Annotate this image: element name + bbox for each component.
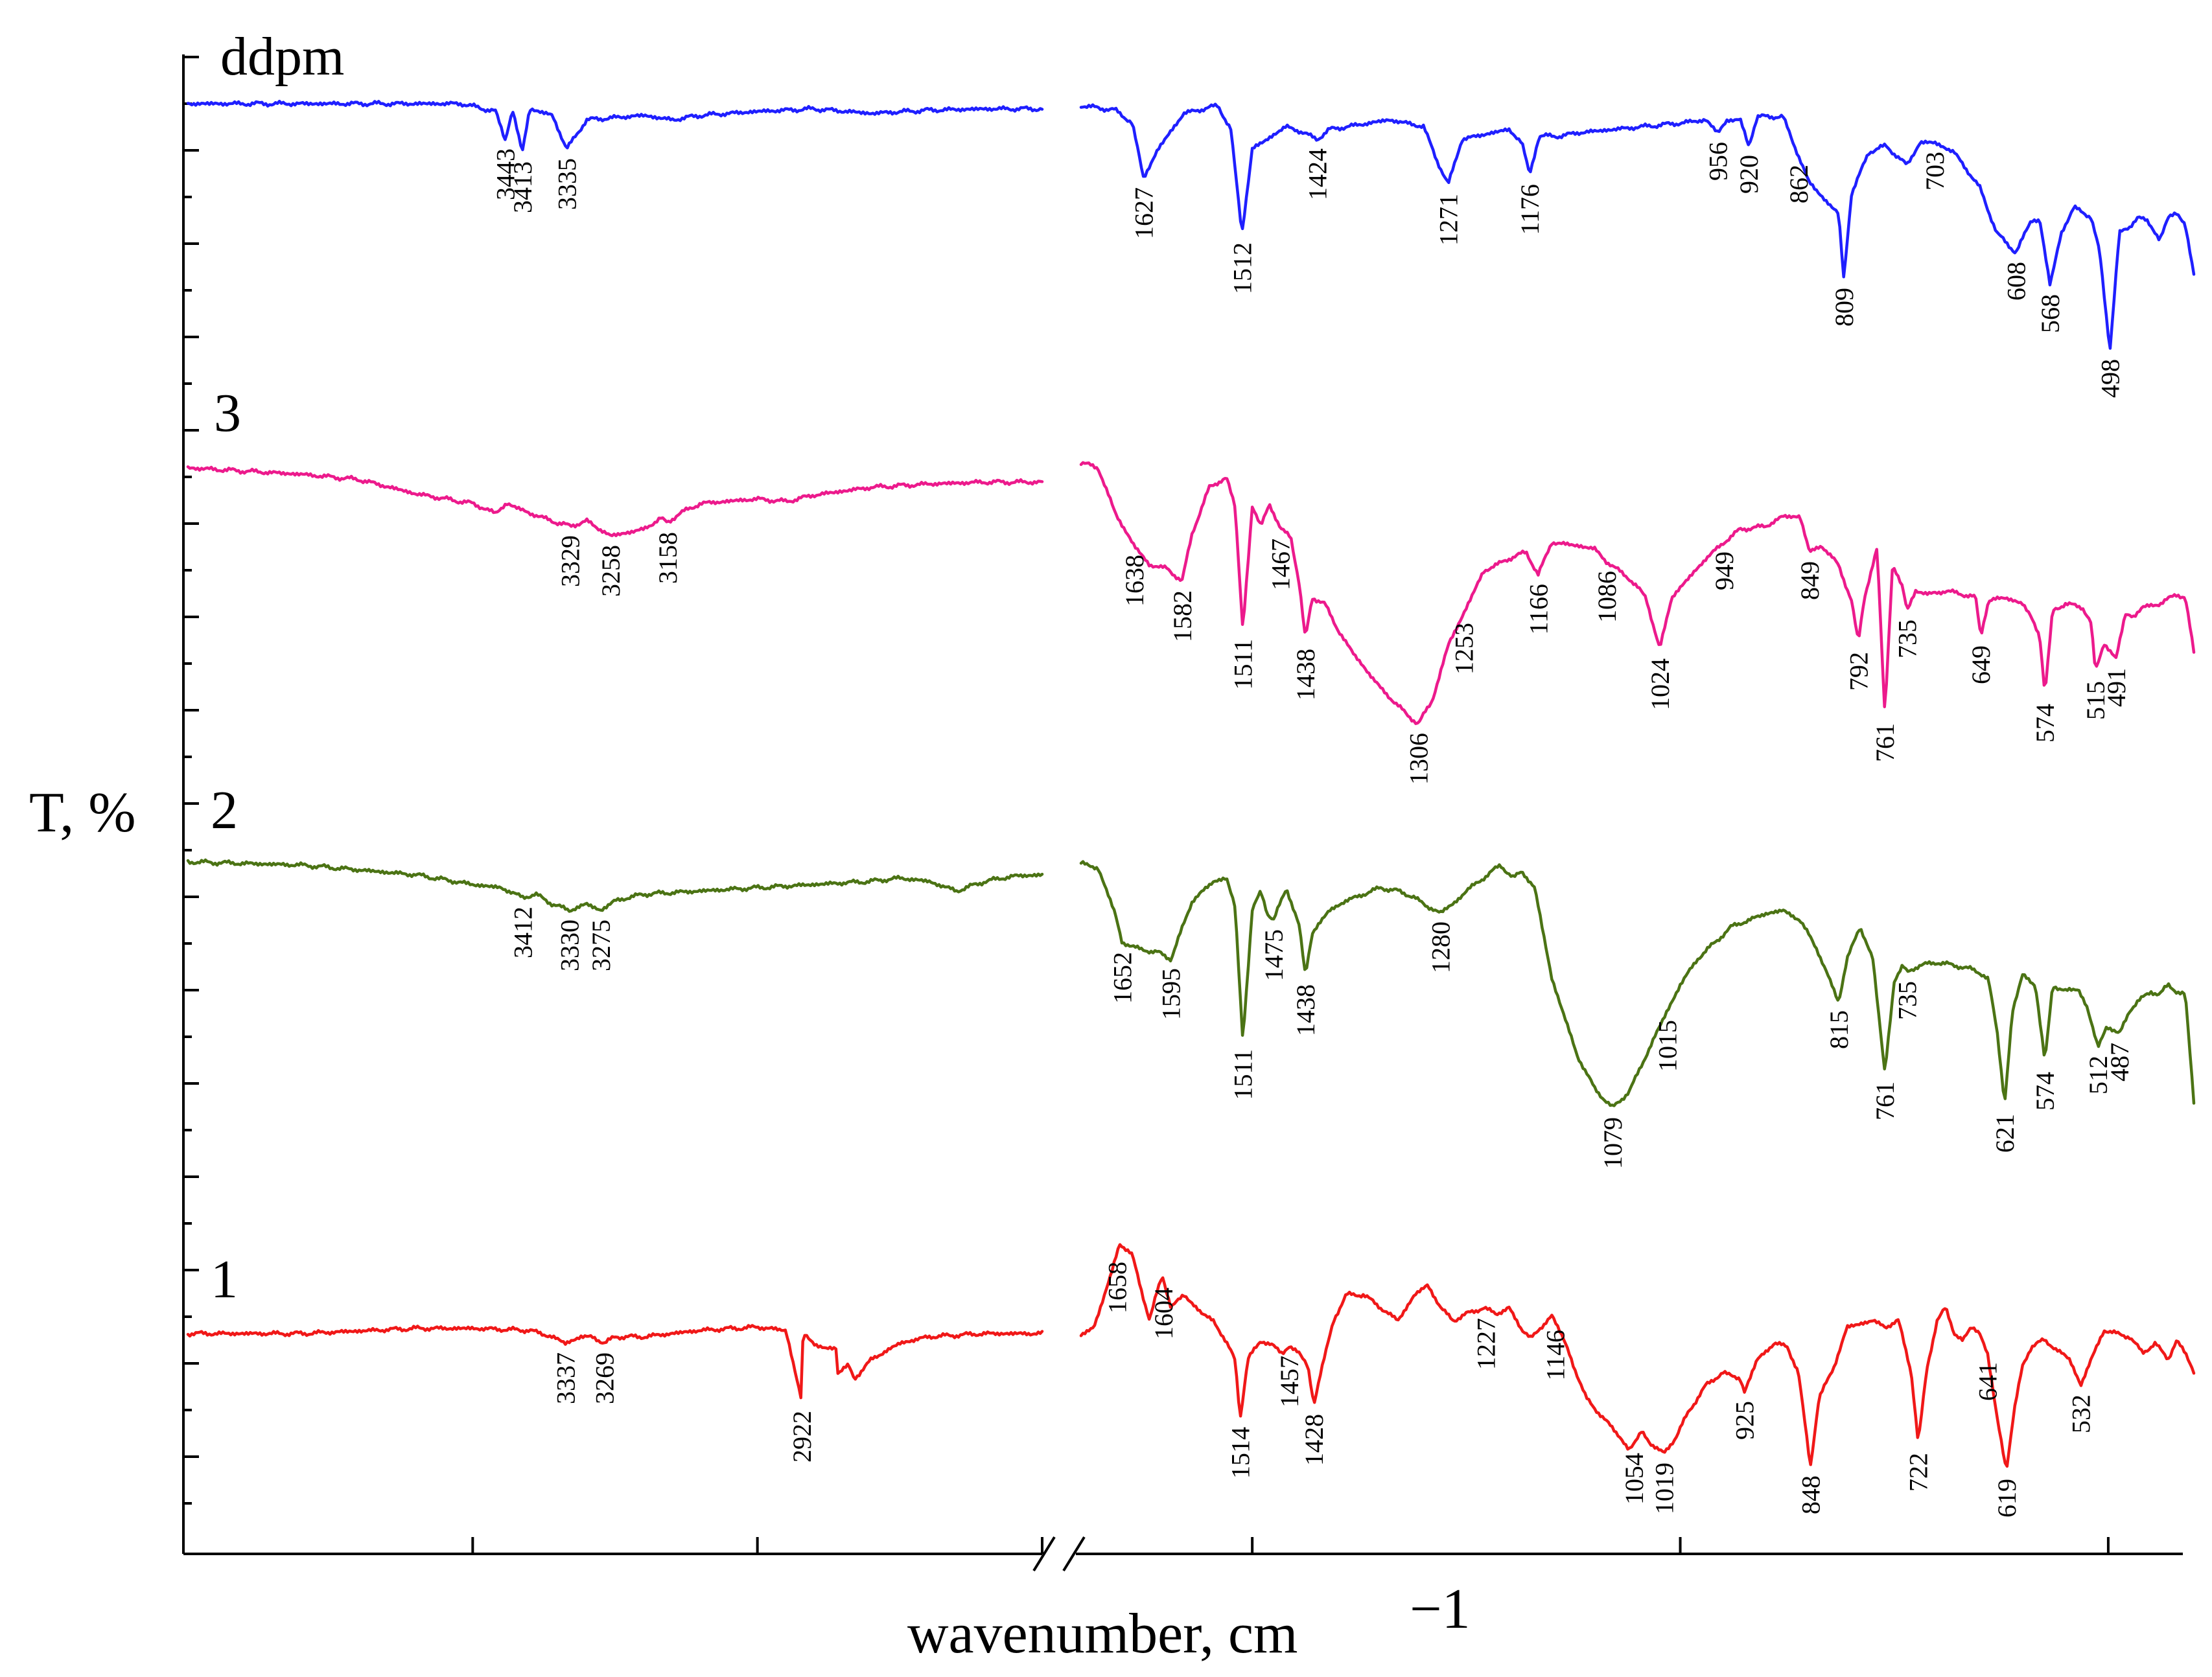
peak-label-ddpm-3443: 3443 — [491, 148, 520, 200]
peak-label-3-1024: 1024 — [1646, 658, 1675, 710]
peak-label-ddpm-608: 608 — [2001, 262, 2031, 301]
peak-label-1-619: 619 — [1992, 1479, 2021, 1518]
peak-label-1-1054: 1054 — [1620, 1453, 1649, 1505]
peak-label-2-1438: 1438 — [1291, 984, 1320, 1036]
peak-label-2-1280: 1280 — [1426, 921, 1456, 973]
peak-label-3-3258: 3258 — [596, 545, 625, 597]
peak-label-2-3330: 3330 — [555, 919, 585, 971]
peak-label-ddpm-703: 703 — [1920, 152, 1950, 191]
y-axis-label: T, % — [29, 781, 136, 844]
peak-label-1-2922: 2922 — [787, 1411, 817, 1463]
peak-label-ddpm-568: 568 — [2036, 294, 2065, 333]
peak-label-3-649: 649 — [1966, 645, 1996, 684]
peak-label-2-574: 574 — [2031, 1072, 2060, 1111]
peak-label-3-735: 735 — [1893, 619, 1922, 658]
peak-label-3-1511: 1511 — [1229, 639, 1258, 690]
peak-label-2-1015: 1015 — [1653, 1020, 1682, 1072]
x-axis-label: wavenumber, cm — [907, 1602, 1298, 1665]
series-labels: ddpm 3 2 1 — [211, 27, 344, 1310]
peak-label-2-3275: 3275 — [587, 919, 616, 971]
peak-label-2-1595: 1595 — [1157, 968, 1186, 1020]
x-axis-break-marker — [1032, 1536, 1086, 1572]
peak-label-ddpm-498: 498 — [2096, 359, 2125, 398]
peak-label-3-1166: 1166 — [1524, 584, 1553, 635]
peak-label-3-1467: 1467 — [1266, 538, 1296, 590]
peak-label-2-3412: 3412 — [509, 907, 538, 958]
peak-label-3-949: 949 — [1710, 551, 1739, 590]
spectra-traces — [186, 99, 2196, 1468]
peak-label-3-1638: 1638 — [1120, 555, 1149, 607]
peak-label-ddpm-1176: 1176 — [1515, 184, 1544, 235]
peak-label-2-512: 512 — [2084, 1056, 2113, 1094]
peak-label-1-1604: 1604 — [1149, 1288, 1178, 1339]
peak-label-3-1438: 1438 — [1291, 649, 1320, 700]
peak-label-2-735: 735 — [1893, 981, 1922, 1020]
peak-label-1-3269: 3269 — [590, 1352, 619, 1404]
peak-label-3-3158: 3158 — [653, 532, 682, 584]
series-label-1: 1 — [211, 1249, 238, 1310]
trace-3-segment-2 — [1079, 461, 2196, 725]
peak-label-3-574: 574 — [2031, 704, 2060, 743]
peak-label-2-761: 761 — [1870, 1081, 1900, 1120]
peak-label-3-1582: 1582 — [1168, 590, 1197, 642]
peak-label-3-1306: 1306 — [1404, 733, 1433, 785]
peak-label-ddpm-1271: 1271 — [1434, 194, 1463, 246]
trace-3-segment-1 — [186, 465, 1044, 538]
series-label-3: 3 — [214, 383, 241, 443]
peak-label-2-1475: 1475 — [1259, 929, 1288, 981]
trace-2-segment-1 — [186, 858, 1044, 913]
peak-label-1-1514: 1514 — [1226, 1427, 1255, 1479]
peak-label-ddpm-956: 956 — [1704, 142, 1733, 181]
peak-label-ddpm-1424: 1424 — [1303, 148, 1333, 200]
axes — [182, 54, 2183, 1572]
peak-label-3-3329: 3329 — [556, 535, 585, 587]
peak-label-ddpm-3413: 3413 — [508, 161, 537, 213]
peak-label-ddpm-1627: 1627 — [1129, 187, 1158, 239]
peak-label-ddpm-3335: 3335 — [552, 158, 581, 210]
peak-label-2-1652: 1652 — [1108, 952, 1137, 1004]
peak-label-1-1658: 1658 — [1103, 1262, 1132, 1313]
series-label-2: 2 — [211, 780, 238, 840]
peak-label-1-1428: 1428 — [1299, 1414, 1329, 1466]
peak-label-3-491: 491 — [2102, 668, 2131, 707]
trace-ddpm-segment-2 — [1079, 102, 2196, 350]
peak-label-2-487: 487 — [2105, 1043, 2134, 1081]
trace-1-segment-1 — [186, 1324, 1044, 1400]
peak-label-1-3337: 3337 — [552, 1352, 581, 1404]
peak-label-3-792: 792 — [1844, 652, 1873, 691]
peak-label-3-1086: 1086 — [1592, 571, 1622, 623]
peak-label-1-1227: 1227 — [1472, 1318, 1501, 1370]
peak-label-ddpm-862: 862 — [1784, 165, 1813, 203]
peak-label-ddpm-1512: 1512 — [1228, 242, 1257, 294]
peak-label-2-621: 621 — [1990, 1114, 2020, 1153]
peak-label-ddpm-920: 920 — [1734, 155, 1764, 194]
series-label-ddpm: ddpm — [220, 27, 344, 87]
peak-label-ddpm-809: 809 — [1830, 288, 1859, 327]
trace-ddpm-segment-1 — [186, 99, 1044, 152]
peak-label-2-1079: 1079 — [1598, 1117, 1627, 1169]
peak-label-1-1457: 1457 — [1275, 1356, 1304, 1407]
peak-label-1-1146: 1146 — [1541, 1330, 1570, 1381]
peak-label-2-1511: 1511 — [1229, 1049, 1258, 1100]
x-axis-label-superscript: −1 — [1410, 1578, 1471, 1641]
peak-label-1-1019: 1019 — [1649, 1463, 1679, 1514]
trace-1-segment-2 — [1079, 1243, 2196, 1468]
peak-label-1-722: 722 — [1904, 1453, 1933, 1492]
peak-label-2-815: 815 — [1824, 1010, 1854, 1049]
trace-2-segment-2 — [1079, 860, 2196, 1107]
peak-label-3-761: 761 — [1870, 723, 1900, 762]
peak-label-3-849: 849 — [1795, 561, 1824, 600]
peak-label-1-848: 848 — [1796, 1475, 1825, 1514]
peak-label-3-1253: 1253 — [1449, 623, 1478, 675]
peak-label-1-532: 532 — [2067, 1394, 2096, 1433]
peak-label-3-515: 515 — [2081, 681, 2110, 720]
peak-label-1-925: 925 — [1730, 1401, 1760, 1440]
peak-label-1-641: 641 — [1973, 1362, 2003, 1401]
